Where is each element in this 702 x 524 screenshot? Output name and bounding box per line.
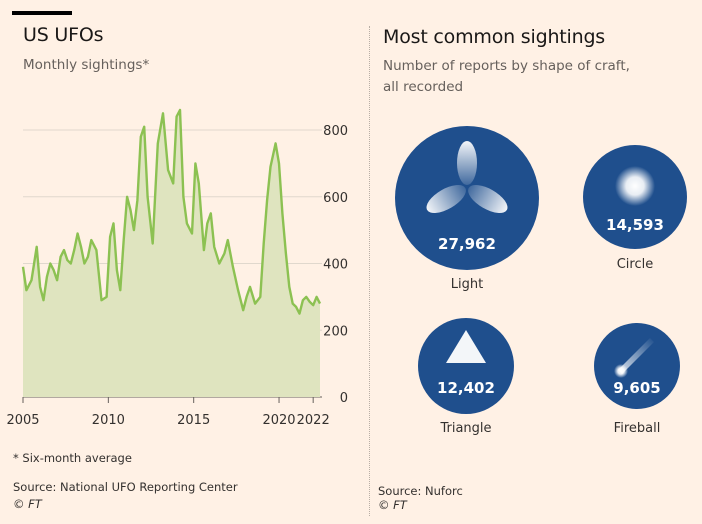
bubble-light-label: Light <box>451 277 483 292</box>
shape-bubbles: 27,962 Light 14,593 Circle 12,402 Triang… <box>395 126 687 436</box>
y-tick-label: 800 <box>323 124 348 139</box>
ft-top-rule <box>12 11 72 15</box>
bubble-triangle-label: Triangle <box>439 421 491 436</box>
bubbles-subtitle-line2: all recorded <box>383 79 464 95</box>
bubble-circle-label: Circle <box>617 257 654 272</box>
source-note: Source: National UFO Reporting Center <box>13 480 238 494</box>
y-tick-label: 400 <box>323 258 348 273</box>
bubble-circle: 14,593 Circle <box>583 145 687 272</box>
bubble-triangle-value: 12,402 <box>437 379 495 397</box>
line-chart-panel: US UFOs Monthly sightings* 0 200 400 600 800… <box>6 24 348 511</box>
y-tick-label: 0 <box>340 391 348 406</box>
sightings-line <box>21 108 322 315</box>
x-tick-label: 2010 <box>92 413 125 428</box>
footnote: * Six-month average <box>13 451 132 465</box>
bubble-fireball-value: 9,605 <box>613 379 660 397</box>
x-tick-label: 2020 <box>262 413 295 428</box>
bubble-light: 27,962 Light <box>395 126 539 292</box>
fireball-icon <box>614 338 654 378</box>
chart-subtitle: Monthly sightings* <box>23 57 150 73</box>
sightings-area-chart: 0 200 400 600 800 2005 2010 2015 2020 2022 <box>6 108 348 428</box>
y-tick-label: 200 <box>323 324 348 339</box>
panel-divider <box>369 26 370 516</box>
y-axis: 0 200 400 600 800 <box>323 124 348 406</box>
bubble-light-circle <box>395 126 539 270</box>
bubble-fireball-circle <box>594 323 680 409</box>
bubble-light-value: 27,962 <box>438 235 496 253</box>
bubble-triangle-circle <box>418 318 514 414</box>
y-tick-label: 600 <box>323 191 348 206</box>
bubbles-subtitle-line1: Number of reports by shape of craft, <box>383 58 630 74</box>
x-tick-label: 2022 <box>297 413 330 428</box>
bubble-chart-panel: Most common sightings Number of reports … <box>370 0 702 524</box>
bubbles-copyright: © FT <box>378 498 407 512</box>
circle-icon <box>615 166 655 206</box>
sightings-area <box>23 110 320 397</box>
x-tick-label: 2005 <box>6 413 39 428</box>
bubbles-title: Most common sightings <box>383 26 606 48</box>
x-axis: 2005 2010 2015 2020 2022 <box>6 397 330 428</box>
bubble-circle-value: 14,593 <box>606 216 664 234</box>
bubble-triangle: 12,402 Triangle <box>418 318 514 436</box>
x-tick-label: 2015 <box>177 413 210 428</box>
triangle-icon <box>446 330 486 363</box>
copyright: © FT <box>13 497 42 511</box>
bubble-fireball: 9,605 Fireball <box>594 323 680 436</box>
chart-title: US UFOs <box>23 24 104 46</box>
light-icon <box>426 141 508 213</box>
bubbles-source-note: Source: Nuforc <box>378 484 463 498</box>
bubble-fireball-label: Fireball <box>614 421 661 436</box>
